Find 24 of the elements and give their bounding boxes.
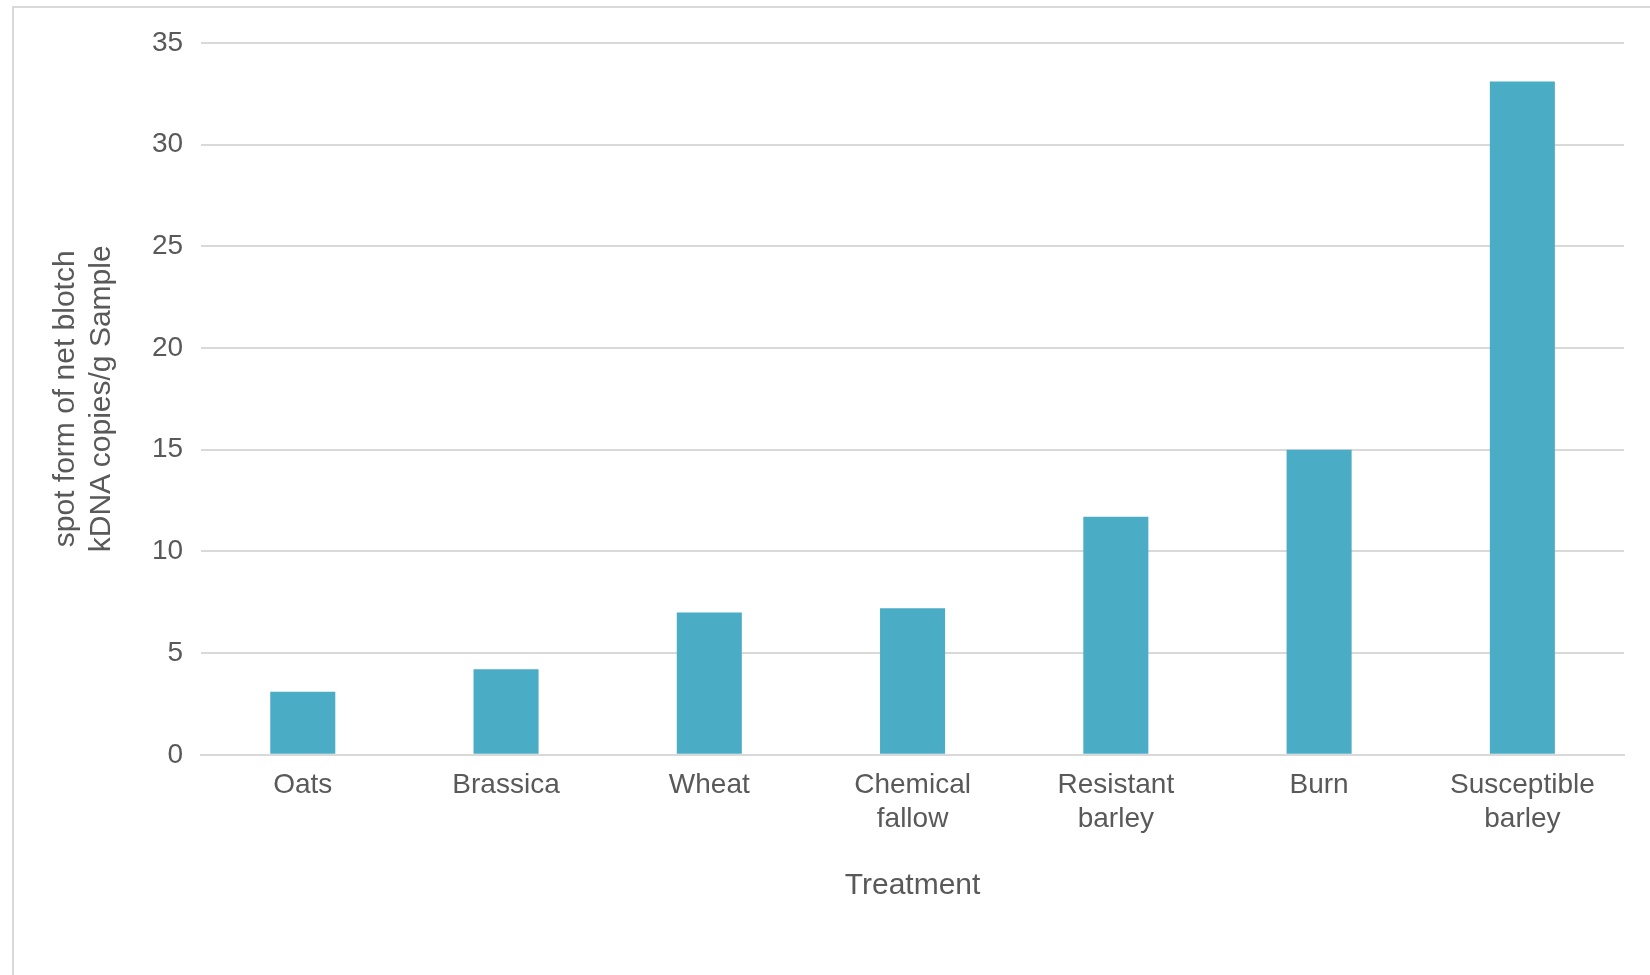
y-tick-label: 20 <box>151 330 184 362</box>
y-axis-title: spot form of net blotch kDNA copies/g Sample <box>47 245 117 553</box>
bar <box>1286 449 1352 754</box>
y-tick-label: 35 <box>151 25 184 57</box>
x-tick-label: Susceptible barley <box>1449 768 1595 833</box>
bar <box>880 608 946 754</box>
x-tick-label: Wheat <box>668 768 750 800</box>
bar <box>270 691 336 754</box>
x-tick-label: Brassica <box>452 768 561 800</box>
y-tick-label: 10 <box>151 534 184 566</box>
y-tick-label: 0 <box>167 737 184 769</box>
bar <box>473 669 539 754</box>
x-tick-label: Burn <box>1289 768 1349 800</box>
x-tick-label: Oats <box>273 768 333 800</box>
y-tick-label: 30 <box>151 127 184 159</box>
y-tick-label: 5 <box>167 635 184 667</box>
bar <box>676 612 742 754</box>
x-axis-title: Treatment <box>844 867 982 901</box>
y-tick-label: 25 <box>151 228 184 260</box>
x-tick-label: Chemical fallow <box>854 768 971 833</box>
bar <box>1489 81 1555 754</box>
x-tick-label: Resistant barley <box>1057 768 1175 833</box>
bar <box>1083 516 1149 754</box>
y-tick-label: 15 <box>151 432 184 464</box>
